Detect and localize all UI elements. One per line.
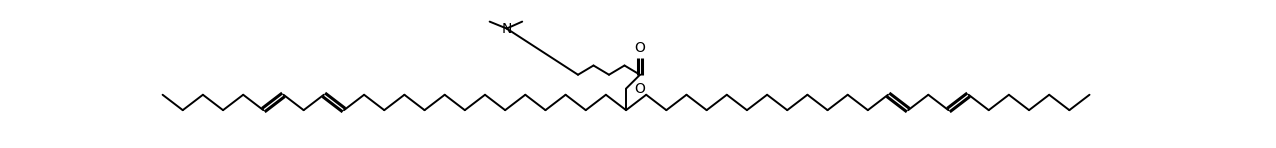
Text: O: O — [634, 82, 644, 96]
Text: N: N — [501, 22, 512, 36]
Text: O: O — [634, 41, 646, 56]
